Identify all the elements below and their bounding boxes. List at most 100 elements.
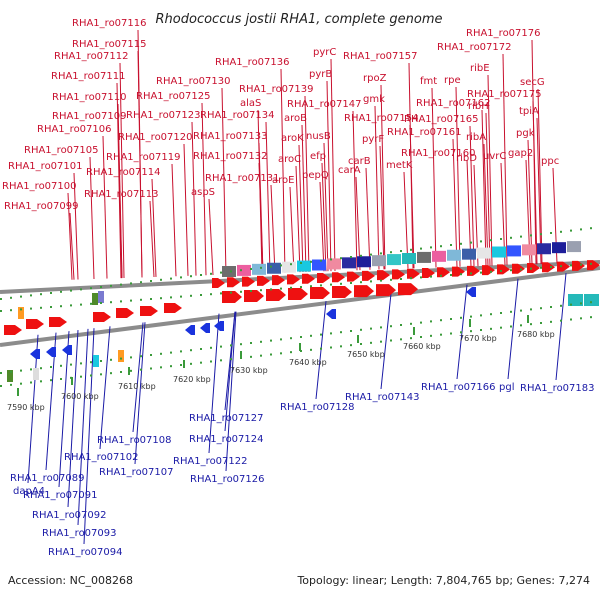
feature-box[interactable] <box>252 263 266 275</box>
forward-gene-label[interactable]: RHA1_ro07133 <box>193 131 268 142</box>
forward-gene-label[interactable]: ribD <box>456 153 477 164</box>
forward-gene-label[interactable]: gmk <box>363 94 385 105</box>
reverse-gene-label[interactable]: RHA1_ro07092 <box>32 510 107 521</box>
forward-gene-arrow[interactable] <box>288 288 308 301</box>
reverse-gene-arrow[interactable] <box>214 321 224 331</box>
feature-box[interactable] <box>327 258 341 270</box>
feature-box[interactable] <box>7 370 13 382</box>
forward-gene-label[interactable]: RHA1_ro07109 <box>52 111 127 122</box>
reverse-gene-label[interactable]: RHA1_ro07094 <box>48 547 123 558</box>
forward-gene-arrow[interactable] <box>332 286 352 299</box>
forward-gene-label[interactable]: pepQ <box>302 170 329 181</box>
forward-gene-arrow[interactable] <box>527 263 540 273</box>
reverse-gene-arrow[interactable] <box>30 349 40 359</box>
forward-gene-label[interactable]: aroE <box>272 175 294 186</box>
forward-gene-arrow[interactable] <box>437 267 450 278</box>
forward-gene-arrow[interactable] <box>512 263 525 274</box>
forward-gene-label[interactable]: RHA1_ro07116 <box>72 18 147 29</box>
forward-gene-label[interactable]: RHA1_ro07115 <box>72 39 147 50</box>
forward-gene-label[interactable]: RHA1_ro07101 <box>8 161 83 172</box>
forward-gene-label[interactable]: nusB <box>306 131 331 142</box>
forward-gene-arrow[interactable] <box>422 268 435 278</box>
forward-gene-arrow[interactable] <box>362 270 375 281</box>
feature-box[interactable] <box>342 257 356 269</box>
reverse-gene-arrow[interactable] <box>326 309 336 319</box>
reverse-gene-label[interactable]: RHA1_ro07108 <box>97 435 172 446</box>
forward-gene-label[interactable]: aspS <box>191 187 215 198</box>
forward-gene-arrow[interactable] <box>302 273 315 284</box>
forward-gene-label[interactable]: RHA1_ro07105 <box>24 145 99 156</box>
forward-gene-label[interactable]: RHA1_ro07147 <box>287 99 362 110</box>
reverse-gene-label[interactable]: RHA1_ro07122 <box>173 456 248 467</box>
feature-box[interactable] <box>222 266 236 277</box>
forward-gene-arrow[interactable] <box>310 287 330 300</box>
feature-box[interactable] <box>267 262 281 274</box>
feature-box[interactable] <box>297 260 311 272</box>
feature-box[interactable] <box>432 250 446 262</box>
forward-gene-label[interactable]: RHA1_ro07112 <box>54 51 129 62</box>
reverse-gene-arrow[interactable] <box>62 345 72 355</box>
forward-gene-label[interactable]: RHA1_ro07099 <box>4 201 79 212</box>
feature-box[interactable] <box>372 255 386 267</box>
forward-gene-label[interactable]: carB <box>348 156 371 167</box>
feature-box[interactable] <box>567 241 581 253</box>
reverse-gene-label[interactable]: dapA4 <box>13 486 45 497</box>
forward-gene-arrow[interactable] <box>587 260 600 271</box>
reverse-gene-label[interactable]: RHA1_ro07166 <box>421 382 496 393</box>
forward-gene-label[interactable]: ppc <box>541 156 559 167</box>
reverse-gene-label[interactable]: pgl <box>499 382 514 393</box>
reverse-gene-label[interactable]: RHA1_ro07093 <box>42 528 117 539</box>
forward-gene-arrow[interactable] <box>392 269 405 280</box>
forward-gene-arrow[interactable] <box>317 273 330 283</box>
feature-box[interactable] <box>417 251 431 263</box>
forward-gene-arrow[interactable] <box>4 325 22 335</box>
feature-box[interactable] <box>237 264 251 276</box>
forward-gene-label[interactable]: aroC <box>278 154 301 165</box>
reverse-gene-arrow[interactable] <box>46 347 56 357</box>
forward-gene-label[interactable]: uvrC <box>483 151 506 162</box>
forward-gene-arrow[interactable] <box>557 261 570 272</box>
feature-box[interactable] <box>447 249 461 261</box>
forward-gene-label[interactable]: ribA <box>466 132 486 143</box>
reverse-gene-label[interactable]: RHA1_ro07183 <box>520 383 595 394</box>
feature-box[interactable] <box>477 247 491 259</box>
forward-gene-arrow[interactable] <box>377 270 390 281</box>
forward-gene-arrow[interactable] <box>407 268 420 279</box>
feature-box[interactable] <box>357 256 371 268</box>
forward-gene-label[interactable]: RHA1_ro07175 <box>467 89 542 100</box>
forward-gene-label[interactable]: pgk <box>516 128 535 139</box>
forward-gene-arrow[interactable] <box>354 285 374 298</box>
forward-gene-label[interactable]: RHA1_ro07176 <box>466 28 541 39</box>
forward-gene-label[interactable]: pyrF <box>362 134 384 145</box>
reverse-gene-label[interactable]: RHA1_ro07143 <box>345 392 420 403</box>
forward-gene-label[interactable]: RHA1_ro07131 <box>205 173 280 184</box>
forward-gene-arrow[interactable] <box>257 275 270 286</box>
forward-gene-arrow[interactable] <box>266 289 286 302</box>
reverse-gene-label[interactable]: RHA1_ro07124 <box>189 434 264 445</box>
forward-gene-label[interactable]: aroK <box>281 133 304 144</box>
forward-gene-label[interactable]: RHA1_ro07125 <box>136 91 211 102</box>
feature-box[interactable] <box>568 294 583 306</box>
forward-gene-label[interactable]: metK <box>386 160 413 171</box>
reverse-gene-label[interactable]: RHA1_ro07107 <box>99 467 174 478</box>
forward-gene-arrow[interactable] <box>482 265 495 276</box>
forward-gene-label[interactable]: RHA1_ro07113 <box>84 189 159 200</box>
forward-gene-label[interactable]: secG <box>520 77 545 88</box>
forward-gene-label[interactable]: rpoZ <box>363 73 387 84</box>
feature-box[interactable] <box>492 246 506 258</box>
feature-box[interactable] <box>507 245 521 257</box>
forward-gene-arrow[interactable] <box>376 284 396 297</box>
forward-gene-label[interactable]: RHA1_ro07165 <box>404 114 479 125</box>
forward-gene-arrow[interactable] <box>212 278 225 288</box>
forward-gene-label[interactable]: RHA1_ro07119 <box>106 152 181 163</box>
reverse-gene-label[interactable]: RHA1_ro07089 <box>10 473 85 484</box>
feature-box[interactable] <box>92 293 98 305</box>
forward-gene-label[interactable]: efp <box>310 151 326 162</box>
forward-gene-label[interactable]: pyrB <box>309 69 332 80</box>
forward-gene-label[interactable]: RHA1_ro07157 <box>343 51 418 62</box>
feature-box[interactable] <box>98 291 104 303</box>
forward-gene-label[interactable]: tpiA <box>519 106 539 117</box>
forward-gene-label[interactable]: RHA1_ro07136 <box>215 57 290 68</box>
forward-gene-arrow[interactable] <box>332 272 345 283</box>
forward-gene-label[interactable]: RHA1_ro07172 <box>437 42 512 53</box>
